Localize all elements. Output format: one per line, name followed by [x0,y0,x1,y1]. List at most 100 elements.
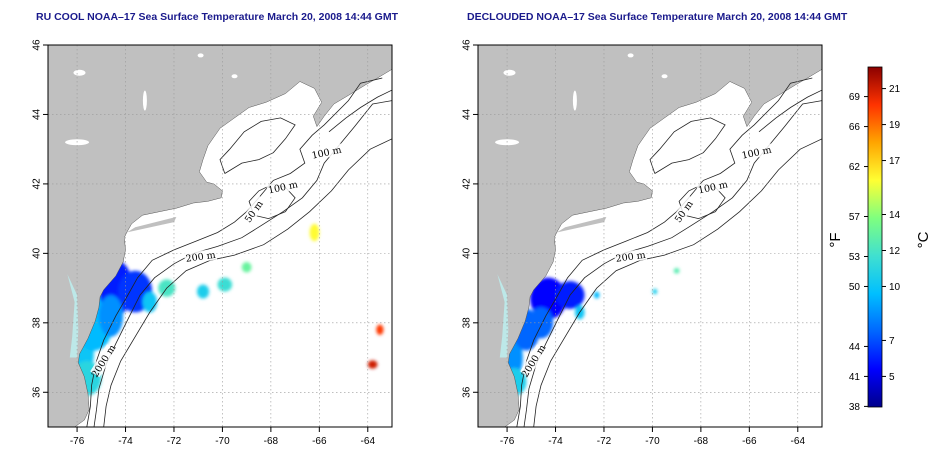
lat-tick-label: 44 [462,108,473,120]
lon-tick-label: -76 [70,436,85,447]
contour-label-bg [239,195,268,228]
contour-label-bg [739,143,774,161]
fahrenheit-tick-label: 62 [849,162,861,173]
sst-patch [652,288,658,295]
sst-patch [367,360,378,369]
lat-tick-label: 46 [462,39,473,51]
lat-tick-label: 40 [32,247,43,259]
chesapeake-bay [497,274,509,358]
contour-label-bg [520,344,547,378]
lon-tick-label: -66 [742,436,757,447]
land-mass [48,45,392,427]
celsius-tick-label: 5 [889,372,895,383]
lon-tick-label: -70 [215,436,230,447]
fahrenheit-tick-label: 69 [849,92,861,103]
lat-tick-label: 44 [32,108,43,120]
lake [627,53,634,58]
fahrenheit-tick-label: 41 [849,372,861,383]
island [640,207,647,211]
lon-tick-label: -76 [500,436,515,447]
map-frame [477,44,823,428]
celsius-tick-label: 7 [889,336,895,347]
lon-tick-label: -74 [548,436,563,447]
chesapeake-bay [67,274,79,358]
sst-patch [528,307,554,339]
fahrenheit-tick-label: 44 [849,342,861,353]
sst-patch [376,324,384,335]
contour-line [649,117,726,174]
fahrenheit-unit-label: °F [827,232,844,247]
sst-patch [217,277,233,292]
celsius-tick-label: 12 [889,246,901,257]
contour-line [516,77,813,427]
lake [572,90,577,111]
lon-tick-label: -68 [264,436,279,447]
lat-tick-label: 40 [462,247,473,259]
contour-line [86,77,383,427]
lon-tick-label: -66 [312,436,327,447]
fahrenheit-tick-label: 66 [849,122,861,133]
fahrenheit-tick-label: 53 [849,252,861,263]
sst-patch [98,295,124,337]
lake [197,53,204,58]
lake [142,90,147,111]
lake [73,69,86,76]
contour-label-bg [696,178,730,196]
sst-patch [241,262,252,273]
contour-line [758,89,822,133]
lon-tick-label: -72 [167,436,182,447]
sst-patch [593,291,600,299]
contour-line [328,89,392,133]
island [210,207,217,211]
lon-tick-label: -68 [694,436,709,447]
sst-patch [673,267,680,274]
lat-tick-label: 38 [462,317,473,329]
celsius-tick-label: 21 [889,84,901,95]
lon-tick-label: -72 [597,436,612,447]
land-mass [478,45,822,427]
sst-patch [309,223,320,242]
contour-label: 200 m [185,250,216,265]
lake [661,74,668,79]
contour-label-bg [266,178,300,196]
contour-label-bg [669,195,698,228]
fahrenheit-tick-label: 57 [849,212,861,223]
long-island [126,216,177,233]
lat-tick-label: 46 [32,39,43,51]
long-island [556,216,607,233]
contour-label-bg [309,143,344,161]
contour-label-bg [90,344,117,378]
right-map-title: DECLOUDED NOAA–17 Sea Surface Temperatur… [467,11,848,23]
contour-label-bg [183,248,218,265]
lat-tick-label: 42 [32,178,43,190]
map-grid [478,45,822,427]
lat-tick-label: 38 [32,317,43,329]
celsius-tick-label: 10 [889,282,901,293]
left-map-title: RU COOL NOAA–17 Sea Surface Temperature … [36,11,399,23]
lon-tick-label: -64 [791,436,806,447]
map-grid [48,45,392,427]
lon-tick-label: -70 [645,436,660,447]
fahrenheit-tick-label: 50 [849,282,861,293]
map-frame [47,44,393,428]
celsius-tick-label: 14 [889,210,901,221]
contour-line [219,117,296,174]
contour-label-bg [613,248,648,265]
lat-tick-label: 36 [32,386,43,398]
lon-tick-label: -74 [118,436,133,447]
lat-tick-label: 42 [462,178,473,190]
lake [231,74,238,79]
celsius-tick-label: 17 [889,156,901,167]
coastline [74,45,392,427]
lat-tick-label: 36 [462,386,473,398]
colorbar-scale [867,66,883,408]
celsius-tick-label: 19 [889,120,901,131]
celsius-unit-label: °C [915,231,932,248]
lon-tick-label: -64 [361,436,376,447]
sst-patch [196,284,210,299]
fahrenheit-tick-label: 38 [849,402,861,413]
